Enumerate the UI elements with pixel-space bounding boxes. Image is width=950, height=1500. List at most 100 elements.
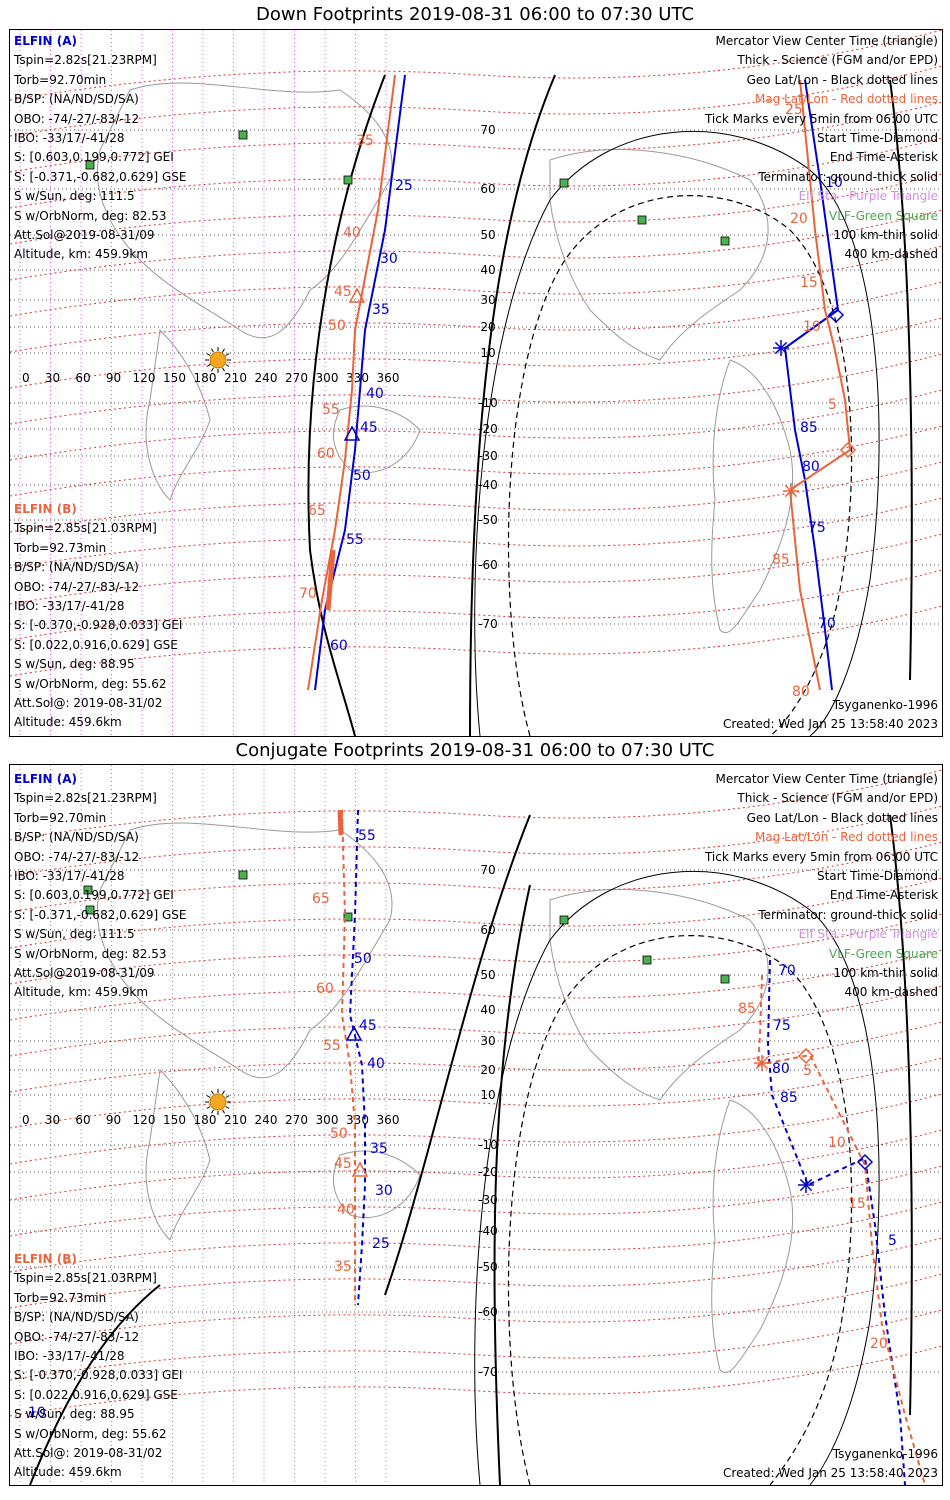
view-center-triangle: [351, 1161, 369, 1177]
vlf-station-marker: [642, 955, 652, 965]
track-time-label: 5: [803, 1063, 812, 1079]
elfin-b-track: [307, 74, 396, 691]
lat-tick-label: 20: [480, 1063, 495, 1077]
continent-outline: [711, 1099, 794, 1373]
track-time-label: 85: [800, 420, 818, 436]
info-line: Tspin=2.85s[21.03RPM]: [14, 521, 157, 536]
info-line: B/SP: (NA/ND/SD/SA): [14, 1310, 139, 1325]
sun-ray: [222, 1109, 225, 1114]
lon-tick-label: 120: [133, 371, 156, 385]
info-line: Att.Sol@: 2019-08-31/02: [14, 696, 163, 711]
sun-ray: [225, 1095, 230, 1098]
track-time-label: 55: [358, 828, 376, 844]
elfin-a-header: ELFIN (A): [14, 772, 77, 786]
mag-lat-line: [10, 173, 942, 245]
info-line: Torb=92.73min: [14, 540, 107, 555]
view-center-triangle: [348, 287, 366, 303]
track-time-label: 70: [778, 963, 796, 979]
mag-lat-line: [10, 101, 942, 173]
info-line: Att.Sol@2019-08-31/09: [14, 228, 155, 243]
track-time-label: 10: [825, 175, 843, 191]
mag-lat-line: [10, 949, 942, 1021]
lat-tick-label: 60: [480, 182, 495, 196]
lon-tick-label: 60: [75, 1113, 90, 1127]
elfin-b-header: ELFIN (B): [14, 1252, 77, 1266]
legend-line: VLF-Green Square: [829, 946, 938, 961]
info-line: Att.Sol@2019-08-31/09: [14, 966, 155, 981]
track-time-label: 10: [28, 1405, 46, 1421]
lon-tick-label: 90: [106, 371, 121, 385]
lon-tick-label: 90: [106, 1113, 121, 1127]
mag-lat-line: [10, 913, 942, 985]
sun-icon: [209, 1093, 227, 1111]
continent-outline: [332, 405, 421, 474]
lat-tick-label: -20: [478, 1165, 498, 1179]
mag-lat-line: [10, 805, 942, 877]
vlf-station-marker: [637, 215, 647, 225]
legend-line: Geo Lat/Lon - Black dotted lines: [746, 810, 938, 825]
info-line: S w/OrbNorm, deg: 82.53: [14, 946, 167, 961]
mag-lat-line: [10, 1129, 942, 1201]
sun-ray: [222, 348, 225, 353]
track-time-label: 45: [359, 1018, 377, 1034]
info-line: S w/OrbNorm, deg: 82.53: [14, 208, 167, 223]
footer-right: Tsyganenko-1996 Created: Wed Jan 25 13:5…: [723, 1445, 938, 1483]
info-line: S: [0.603,0.199,0.772] GEI: [14, 888, 174, 903]
legend-line: Mercator View Center Time (triangle): [715, 34, 938, 48]
start-time-diamond: [827, 306, 845, 324]
track-time-label: 50: [354, 951, 372, 967]
lat-tick-label: -50: [478, 513, 498, 527]
info-line: S: [-0.371,-0.682,0.629] GSE: [14, 169, 187, 184]
lat-tick-label: -10: [478, 1138, 498, 1152]
sun-ray: [225, 364, 230, 367]
continent-outline: [96, 822, 393, 1079]
track-time-label: 65: [312, 891, 330, 907]
track-time-label: 85: [738, 1001, 756, 1017]
lon-tick-label: 120: [133, 1113, 156, 1127]
track-time-label: 40: [343, 225, 361, 241]
mag-lat-line: [10, 1021, 942, 1093]
legend: Mercator View Center Time (triangle) Thi…: [705, 32, 938, 265]
legend-line: Mag Lat/Lon - Red dotted lines: [754, 830, 938, 845]
track-time-label: 15: [848, 1196, 866, 1212]
track-time-label: 70: [818, 616, 836, 632]
elfin-b-info: ELFIN (B) Tspin=2.85s[21.03RPM] Torb=92.…: [14, 1250, 182, 1483]
lon-tick-label: 60: [75, 371, 90, 385]
terminator-line: [889, 814, 913, 1416]
end-time-asterisk: [755, 1056, 769, 1070]
mag-lat-line: [10, 605, 942, 677]
elfin-a-header: ELFIN (A): [14, 34, 77, 48]
continent-outline: [711, 359, 794, 633]
elfin-b-info: ELFIN (B) Tspin=2.85s[21.03RPM] Torb=92.…: [14, 500, 182, 733]
lon-tick-label: 330: [346, 371, 369, 385]
track-time-label: 45: [334, 1156, 352, 1172]
lat-tick-label: 30: [480, 293, 495, 307]
legend-line: Tick Marks every 5min from 06:00 UTC: [704, 849, 938, 864]
vlf-station-marker: [85, 905, 95, 915]
lon-tick-label: 180: [194, 371, 217, 385]
track-time-label: 80: [792, 684, 810, 700]
info-line: B/SP: (NA/ND/SD/SA): [14, 92, 139, 107]
mag-lat-line: [10, 65, 942, 137]
legend-line: Start Time-Diamond: [816, 869, 938, 884]
track-time-label: 35: [370, 1141, 388, 1157]
continent-outline: [549, 889, 769, 1101]
mag-lat-line: [10, 281, 942, 353]
lat-tick-label: -10: [478, 396, 498, 410]
track-time-label: 55: [346, 532, 364, 548]
lat-tick-label: 50: [480, 968, 495, 982]
lat-tick-label: -40: [478, 478, 498, 492]
vlf-station-marker: [83, 885, 93, 895]
info-line: S w/Sun, deg: 88.95: [14, 1407, 135, 1422]
lat-tick-label: 40: [480, 1003, 495, 1017]
footprint-400km: [507, 935, 853, 1485]
track-time-label: 5: [828, 397, 837, 413]
model-label: Tsyganenko-1996: [832, 1447, 938, 1461]
start-time-diamond: [856, 1153, 874, 1171]
lon-tick-label: 210: [224, 371, 247, 385]
track-time-label: 25: [785, 102, 803, 118]
legend-line: VLF-Green Square: [829, 208, 938, 223]
info-line: Altitude: 459.6km: [14, 1465, 122, 1480]
mag-lat-line: [10, 533, 942, 605]
panel-2-title: Conjugate Footprints 2019-08-31 06:00 to…: [235, 740, 715, 761]
